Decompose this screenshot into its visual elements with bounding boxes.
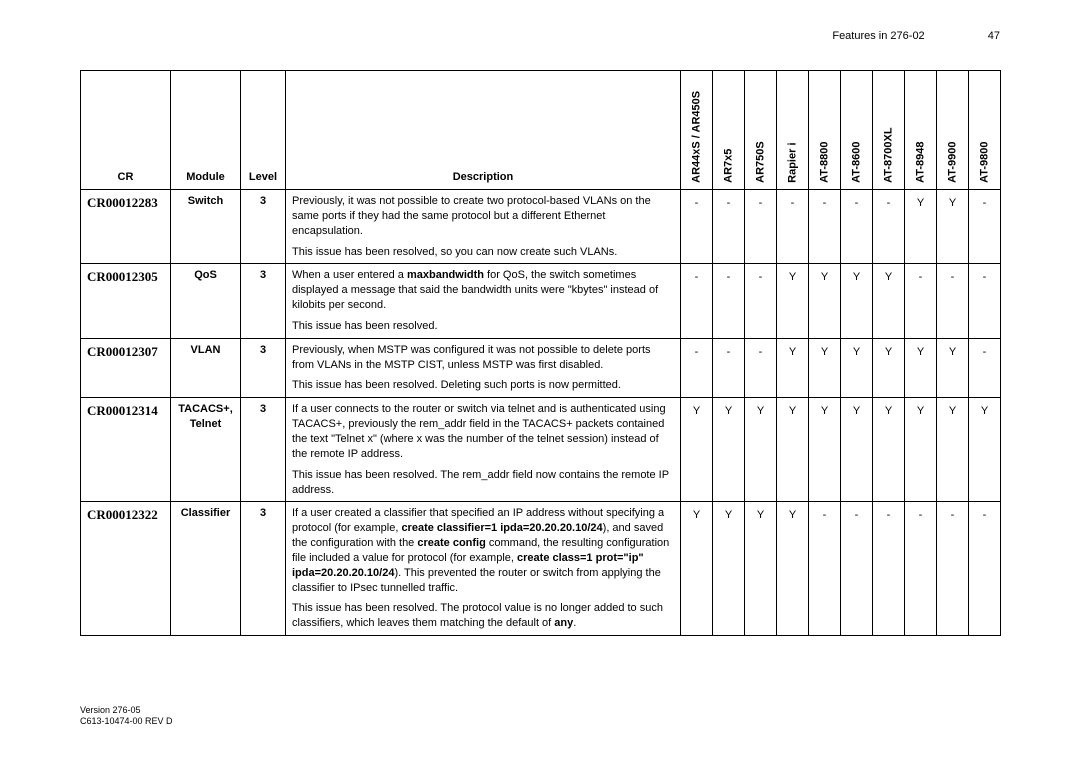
level-cell: 3 xyxy=(241,398,286,502)
description-cell: If a user created a classifier that spec… xyxy=(286,502,681,636)
product-flag-cell: - xyxy=(841,190,873,264)
product-flag-cell: - xyxy=(841,502,873,636)
product-flag-cell: - xyxy=(713,264,745,338)
footer-rev: C613-10474-00 REV D xyxy=(80,716,173,728)
product-flag-cell: Y xyxy=(777,264,809,338)
product-flag-cell: - xyxy=(681,190,713,264)
col-product: AR750S xyxy=(745,71,777,190)
description-cell: Previously, when MSTP was configured it … xyxy=(286,338,681,398)
header-title: Features in 276-02 xyxy=(832,30,924,42)
product-flag-cell: - xyxy=(969,190,1001,264)
product-flag-cell: Y xyxy=(873,264,905,338)
col-product: AR44xS / AR450S xyxy=(681,71,713,190)
product-flag-cell: Y xyxy=(873,338,905,398)
product-flag-cell: Y xyxy=(937,190,969,264)
col-product: AT-9900 xyxy=(937,71,969,190)
col-product: AT-8700XL xyxy=(873,71,905,190)
product-flag-cell: Y xyxy=(777,398,809,502)
col-level: Level xyxy=(241,71,286,190)
table-row: CR00012283Switch3Previously, it was not … xyxy=(81,190,1001,264)
col-product: AT-8600 xyxy=(841,71,873,190)
feature-table: CR Module Level Description AR44xS / AR4… xyxy=(80,70,1001,636)
product-flag-cell: - xyxy=(713,190,745,264)
product-flag-cell: Y xyxy=(841,338,873,398)
product-flag-cell: Y xyxy=(969,398,1001,502)
description-cell: If a user connects to the router or swit… xyxy=(286,398,681,502)
page-number: 47 xyxy=(988,30,1000,42)
product-flag-cell: - xyxy=(905,502,937,636)
product-flag-cell: - xyxy=(905,264,937,338)
col-module: Module xyxy=(171,71,241,190)
product-flag-cell: - xyxy=(937,264,969,338)
product-flag-cell: - xyxy=(873,190,905,264)
product-flag-cell: Y xyxy=(809,264,841,338)
product-flag-cell: Y xyxy=(841,398,873,502)
product-flag-cell: Y xyxy=(745,398,777,502)
product-flag-cell: Y xyxy=(937,338,969,398)
table-row: CR00012305QoS3When a user entered a maxb… xyxy=(81,264,1001,338)
product-flag-cell: Y xyxy=(681,502,713,636)
module-cell: TACACS+, Telnet xyxy=(171,398,241,502)
cr-cell: CR00012305 xyxy=(81,264,171,338)
col-product: AR7x5 xyxy=(713,71,745,190)
product-flag-cell: Y xyxy=(713,398,745,502)
product-flag-cell: Y xyxy=(905,338,937,398)
product-flag-cell: - xyxy=(745,264,777,338)
module-cell: Switch xyxy=(171,190,241,264)
cr-cell: CR00012314 xyxy=(81,398,171,502)
product-flag-cell: - xyxy=(969,502,1001,636)
product-flag-cell: - xyxy=(681,264,713,338)
level-cell: 3 xyxy=(241,338,286,398)
table-row: CR00012322Classifier3If a user created a… xyxy=(81,502,1001,636)
module-cell: QoS xyxy=(171,264,241,338)
module-cell: VLAN xyxy=(171,338,241,398)
product-flag-cell: Y xyxy=(841,264,873,338)
product-flag-cell: - xyxy=(713,338,745,398)
product-flag-cell: - xyxy=(745,190,777,264)
col-product: Rapier i xyxy=(777,71,809,190)
product-flag-cell: Y xyxy=(777,502,809,636)
level-cell: 3 xyxy=(241,502,286,636)
product-flag-cell: Y xyxy=(809,398,841,502)
product-flag-cell: - xyxy=(809,190,841,264)
page-footer: Version 276-05 C613-10474-00 REV D xyxy=(80,705,173,728)
product-flag-cell: Y xyxy=(937,398,969,502)
product-flag-cell: - xyxy=(809,502,841,636)
cr-cell: CR00012322 xyxy=(81,502,171,636)
product-flag-cell: - xyxy=(937,502,969,636)
level-cell: 3 xyxy=(241,190,286,264)
footer-version: Version 276-05 xyxy=(80,705,173,717)
cr-cell: CR00012307 xyxy=(81,338,171,398)
product-flag-cell: Y xyxy=(681,398,713,502)
product-flag-cell: Y xyxy=(873,398,905,502)
col-product: AT-9800 xyxy=(969,71,1001,190)
product-flag-cell: - xyxy=(777,190,809,264)
table-row: CR00012314TACACS+, Telnet3If a user conn… xyxy=(81,398,1001,502)
product-flag-cell: Y xyxy=(777,338,809,398)
product-flag-cell: Y xyxy=(809,338,841,398)
product-flag-cell: - xyxy=(873,502,905,636)
product-flag-cell: - xyxy=(745,338,777,398)
module-cell: Classifier xyxy=(171,502,241,636)
col-description: Description xyxy=(286,71,681,190)
table-row: CR00012307VLAN3Previously, when MSTP was… xyxy=(81,338,1001,398)
product-flag-cell: Y xyxy=(905,190,937,264)
product-flag-cell: Y xyxy=(905,398,937,502)
product-flag-cell: Y xyxy=(745,502,777,636)
description-cell: When a user entered a maxbandwidth for Q… xyxy=(286,264,681,338)
col-product: AT-8948 xyxy=(905,71,937,190)
cr-cell: CR00012283 xyxy=(81,190,171,264)
product-flag-cell: - xyxy=(969,264,1001,338)
col-cr: CR xyxy=(81,71,171,190)
level-cell: 3 xyxy=(241,264,286,338)
col-product: AT-8800 xyxy=(809,71,841,190)
product-flag-cell: - xyxy=(969,338,1001,398)
product-flag-cell: - xyxy=(681,338,713,398)
table-header-row: CR Module Level Description AR44xS / AR4… xyxy=(81,71,1001,190)
description-cell: Previously, it was not possible to creat… xyxy=(286,190,681,264)
page-header: Features in 276-02 47 xyxy=(832,30,1000,42)
product-flag-cell: Y xyxy=(713,502,745,636)
